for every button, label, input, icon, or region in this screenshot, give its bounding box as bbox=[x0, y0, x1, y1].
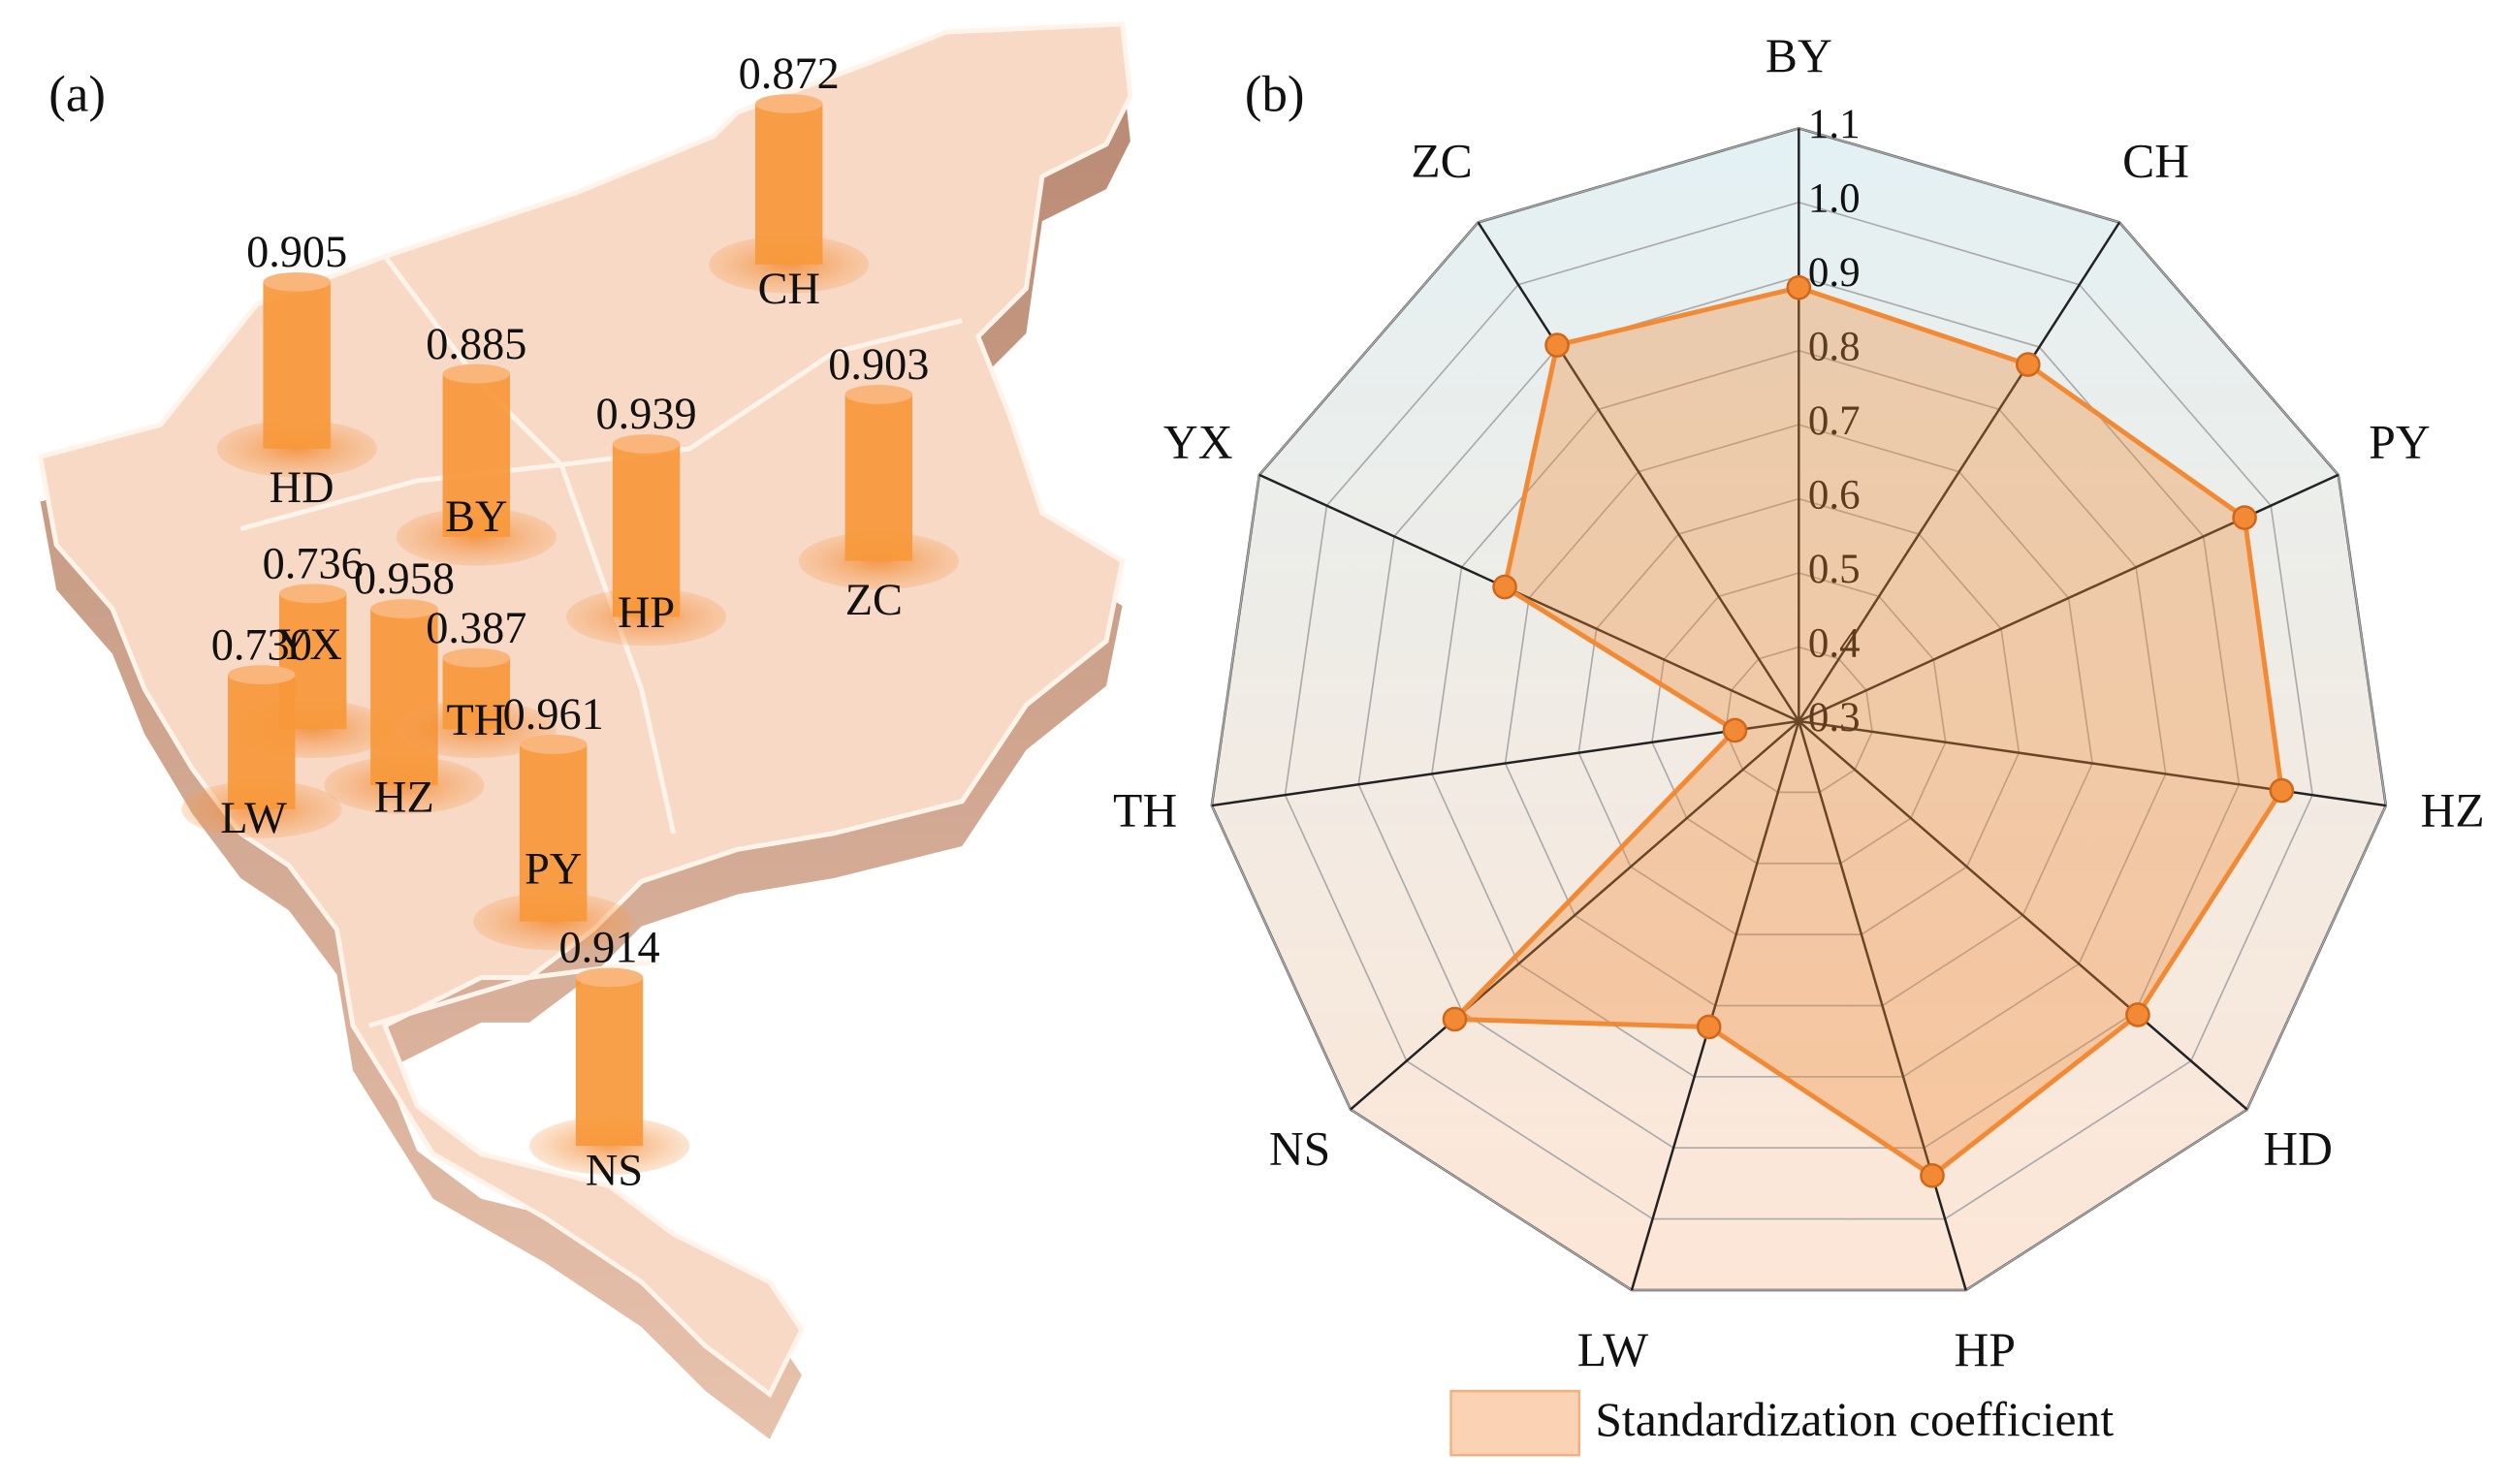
bar-top bbox=[442, 647, 511, 668]
category-label: YX bbox=[1163, 415, 1233, 468]
bar-top bbox=[263, 271, 331, 292]
bar-top bbox=[519, 735, 588, 754]
bar-top bbox=[278, 584, 347, 604]
axis-spoke bbox=[1798, 720, 2248, 1111]
bar bbox=[755, 104, 823, 265]
category-label: NS bbox=[586, 1147, 643, 1196]
category-label: HD bbox=[2263, 1121, 2333, 1175]
value-label: 0.387 bbox=[426, 604, 526, 653]
bar-top bbox=[612, 434, 681, 454]
axis-spoke bbox=[1477, 221, 1800, 722]
bar bbox=[228, 675, 296, 809]
axis-spoke bbox=[1258, 473, 1799, 723]
category-label: LW bbox=[220, 794, 287, 843]
bar bbox=[612, 444, 681, 617]
data-point bbox=[1786, 274, 1812, 300]
bar-top bbox=[755, 94, 823, 113]
tick-label: 1.1 bbox=[1808, 102, 1861, 147]
data-point bbox=[1722, 717, 1748, 743]
value-label: 0.914 bbox=[558, 924, 659, 973]
tick-label: 1.0 bbox=[1808, 176, 1861, 222]
category-label: PY bbox=[2369, 415, 2430, 468]
value-label: 0.730 bbox=[211, 620, 312, 670]
bar bbox=[844, 394, 913, 561]
axis-spoke bbox=[1630, 720, 1800, 1291]
value-label: 0.939 bbox=[596, 390, 697, 439]
grid-ring bbox=[1504, 424, 2093, 1007]
value-label: 0.958 bbox=[354, 554, 455, 604]
category-label: HP bbox=[618, 588, 675, 638]
tick-label: 0.8 bbox=[1808, 325, 1861, 370]
data-point bbox=[1544, 332, 1570, 358]
data-point bbox=[2269, 777, 2295, 804]
tick-label: 0.7 bbox=[1808, 398, 1861, 444]
tick-label: 0.6 bbox=[1808, 472, 1861, 518]
bar bbox=[370, 608, 438, 786]
data-point bbox=[1442, 1006, 1468, 1032]
panel-label: (a) bbox=[48, 67, 106, 123]
bar bbox=[442, 657, 511, 730]
bar-top bbox=[370, 599, 438, 618]
category-label: TH bbox=[1113, 783, 1177, 837]
data-point bbox=[1920, 1163, 1945, 1188]
grid-ring bbox=[1284, 201, 2314, 1220]
bar-top bbox=[844, 385, 913, 404]
category-label: CH bbox=[2122, 134, 2189, 187]
tick-label: 0.5 bbox=[1808, 547, 1861, 592]
bar-top bbox=[442, 363, 511, 384]
value-label: 0.872 bbox=[739, 49, 840, 99]
tick-label: 0.3 bbox=[1808, 695, 1861, 741]
grid-ring bbox=[1210, 127, 2387, 1291]
bar bbox=[519, 743, 588, 922]
axis-spoke bbox=[1798, 221, 2121, 722]
bar bbox=[263, 281, 331, 449]
category-label: BY bbox=[445, 492, 507, 542]
category-label: ZC bbox=[845, 576, 903, 625]
category-label: NS bbox=[1269, 1121, 1330, 1175]
data-point bbox=[1696, 1014, 1722, 1040]
value-label: 0.736 bbox=[263, 540, 364, 589]
legend-label: Standardization coefficient bbox=[1595, 1393, 2114, 1446]
bar-top bbox=[575, 967, 644, 988]
category-label: CH bbox=[758, 265, 820, 314]
tick-label: 0.4 bbox=[1808, 620, 1861, 666]
category-label: ZC bbox=[1411, 134, 1472, 187]
grid-ring bbox=[1431, 349, 2167, 1078]
data-point bbox=[2232, 505, 2257, 530]
value-label: 0.903 bbox=[828, 340, 929, 390]
axis-spoke bbox=[1211, 719, 1799, 807]
district-border bbox=[383, 255, 677, 835]
grid-ring bbox=[1651, 572, 1947, 865]
category-label: HD bbox=[270, 463, 334, 513]
tick-label: 0.9 bbox=[1808, 250, 1861, 296]
category-label: TH bbox=[446, 696, 506, 745]
data-point bbox=[1492, 574, 1517, 600]
grid-ring bbox=[1577, 497, 2021, 935]
category-label: HZ bbox=[2421, 783, 2485, 837]
grid-ring bbox=[1357, 275, 2241, 1150]
value-label: 0.961 bbox=[503, 690, 604, 740]
category-label: HZ bbox=[374, 773, 434, 822]
category-label: LW bbox=[1577, 1323, 1649, 1376]
data-point bbox=[2015, 352, 2041, 377]
category-label: PY bbox=[525, 845, 582, 895]
value-label: 0.885 bbox=[426, 320, 526, 369]
grid-ring bbox=[1724, 646, 1873, 794]
category-label: BY bbox=[1766, 29, 1832, 82]
panel-label: (b) bbox=[1245, 67, 1305, 123]
series-area bbox=[1448, 285, 2284, 1179]
data-point bbox=[2125, 1002, 2150, 1027]
value-label: 0.905 bbox=[246, 228, 347, 277]
category-label: HP bbox=[1955, 1323, 2016, 1376]
axis-spoke bbox=[1350, 720, 1800, 1111]
category-label: YX bbox=[277, 620, 342, 670]
district-border bbox=[367, 959, 658, 1028]
legend-swatch bbox=[1449, 1389, 1581, 1457]
axis-spoke bbox=[1798, 720, 1967, 1291]
bar-top bbox=[228, 665, 296, 685]
bar bbox=[575, 977, 644, 1147]
bar bbox=[442, 373, 511, 537]
